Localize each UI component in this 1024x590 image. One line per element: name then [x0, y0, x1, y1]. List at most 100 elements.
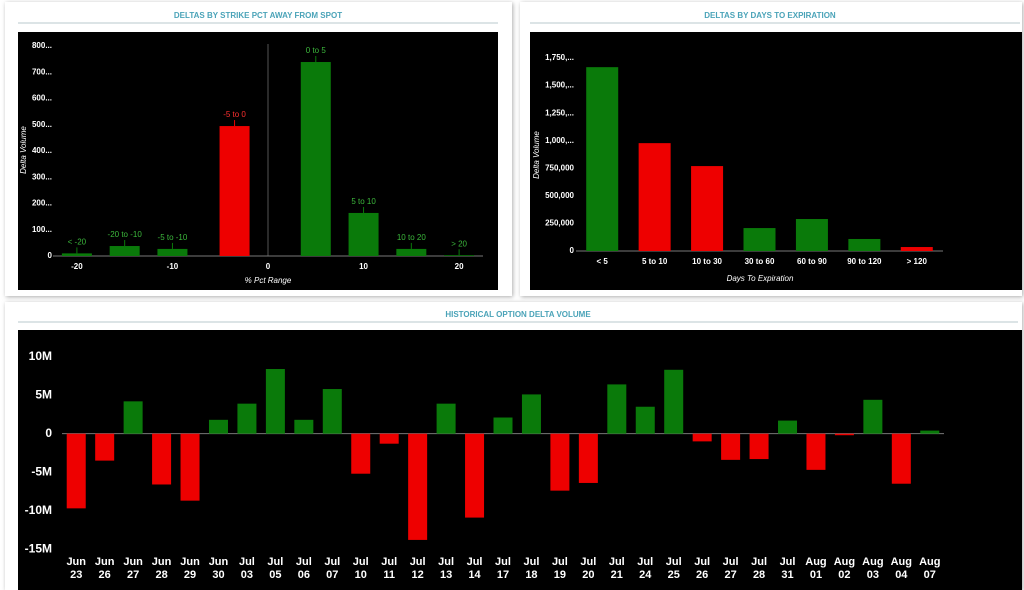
x-tick-label: Jul 13 [438, 556, 455, 581]
bar [493, 417, 513, 434]
x-tick-label: Jul 20 [580, 556, 597, 581]
bar [721, 433, 741, 460]
x-tick-label: Aug 02 [833, 556, 856, 581]
bar [900, 247, 933, 251]
bar [444, 255, 475, 256]
bar [578, 433, 598, 483]
x-tick-label: 60 to 90 [797, 257, 827, 266]
data-label: < -20 [68, 237, 87, 246]
x-tick-label: Jul 07 [324, 556, 341, 581]
y-tick-label: 5M [35, 387, 52, 401]
bar [436, 403, 456, 434]
y-axis-label: Delta Volume [19, 126, 28, 174]
x-tick-label: Jul 06 [295, 556, 312, 581]
y-tick-label: 250,000 [545, 219, 574, 228]
x-tick-label: Jul 05 [267, 556, 284, 581]
x-tick-label: Jul 17 [495, 556, 511, 581]
bar [848, 238, 881, 251]
x-tick-label: Jul 21 [608, 556, 625, 581]
x-tick-label: Jun 27 [123, 556, 143, 581]
bar [521, 394, 541, 434]
x-tick-label: 0 [266, 262, 271, 271]
bar [95, 433, 115, 461]
bar [638, 143, 671, 251]
y-tick-label: -10M [25, 503, 52, 517]
bar [396, 248, 427, 256]
bar [348, 212, 379, 256]
x-tick-label: 10 [359, 262, 368, 271]
x-tick-label: -10 [167, 262, 179, 271]
x-tick-label: Jul 28 [751, 556, 768, 581]
x-tick-label: 20 [455, 262, 464, 271]
plot-area [18, 32, 498, 290]
x-tick-label: Jun 23 [66, 556, 86, 581]
x-tick-label: Jul 27 [722, 556, 739, 581]
bar [692, 433, 712, 442]
bar [237, 403, 257, 434]
bar [891, 433, 911, 484]
bar [300, 62, 331, 257]
x-tick-label: Jul 11 [381, 556, 398, 581]
x-tick-label: 10 to 30 [692, 257, 722, 266]
y-tick-label: 400... [32, 146, 52, 155]
x-tick-label: 30 to 60 [745, 257, 775, 266]
y-tick-label: 0 [48, 251, 53, 260]
y-tick-label: 750,000 [545, 163, 574, 172]
x-axis-label: Days To Expiration [727, 274, 794, 283]
y-tick-label: 1,500,... [545, 81, 574, 90]
data-label: -5 to 0 [223, 110, 246, 119]
x-tick-label: Aug 04 [890, 556, 912, 581]
bar [586, 67, 619, 251]
y-tick-label: 1,000,... [545, 136, 574, 145]
y-tick-label: -5M [31, 464, 52, 478]
bar [664, 369, 684, 434]
y-tick-label: 500... [32, 120, 52, 129]
bar [379, 433, 399, 444]
bar [834, 433, 854, 436]
x-tick-label: Jun 29 [180, 556, 200, 581]
x-tick-label: Aug 07 [919, 556, 941, 581]
y-tick-label: 800... [32, 41, 52, 50]
bar [795, 219, 828, 251]
bar [920, 430, 940, 434]
x-tick-label: Jul 24 [637, 556, 654, 581]
y-tick-label: 200... [32, 199, 52, 208]
x-tick-label: Jul 25 [665, 556, 682, 581]
x-tick-label: Jul 26 [694, 556, 711, 581]
chart-title: DELTAS BY STRIKE PCT AWAY FROM SPOT [174, 11, 342, 20]
x-tick-label: -20 [71, 262, 83, 271]
x-tick-label: > 120 [907, 257, 928, 266]
bar [152, 433, 172, 485]
x-tick-label: < 5 [597, 257, 609, 266]
x-tick-label: 5 to 10 [642, 257, 668, 266]
chart-title: DELTAS BY DAYS TO EXPIRATION [704, 11, 836, 20]
y-tick-label: 100... [32, 225, 52, 234]
y-tick-label: 300... [32, 172, 52, 181]
x-tick-label: Jul 03 [238, 556, 255, 581]
bar [294, 419, 314, 434]
data-label: -5 to -10 [158, 233, 188, 242]
x-tick-label: Aug 01 [805, 556, 827, 581]
bar [863, 399, 883, 434]
bar [322, 389, 342, 434]
y-tick-label: 0 [570, 246, 575, 255]
x-tick-label: Jun 30 [208, 556, 229, 581]
bar [351, 433, 371, 474]
chart-title: HISTORICAL OPTION DELTA VOLUME [445, 310, 591, 319]
y-tick-label: -15M [25, 541, 52, 555]
y-tick-label: 1,750,... [545, 53, 574, 62]
bar [743, 228, 776, 251]
y-tick-label: 10M [29, 349, 52, 363]
x-tick-label: Jul 10 [352, 556, 369, 581]
bar [109, 246, 140, 256]
bar [778, 420, 798, 434]
y-tick-label: 600... [32, 94, 52, 103]
bar [465, 433, 485, 518]
bar [550, 433, 570, 491]
bar [635, 406, 655, 434]
bar [408, 433, 428, 540]
x-tick-label: Jun 26 [94, 556, 115, 581]
x-tick-label: Jul 12 [409, 556, 426, 581]
